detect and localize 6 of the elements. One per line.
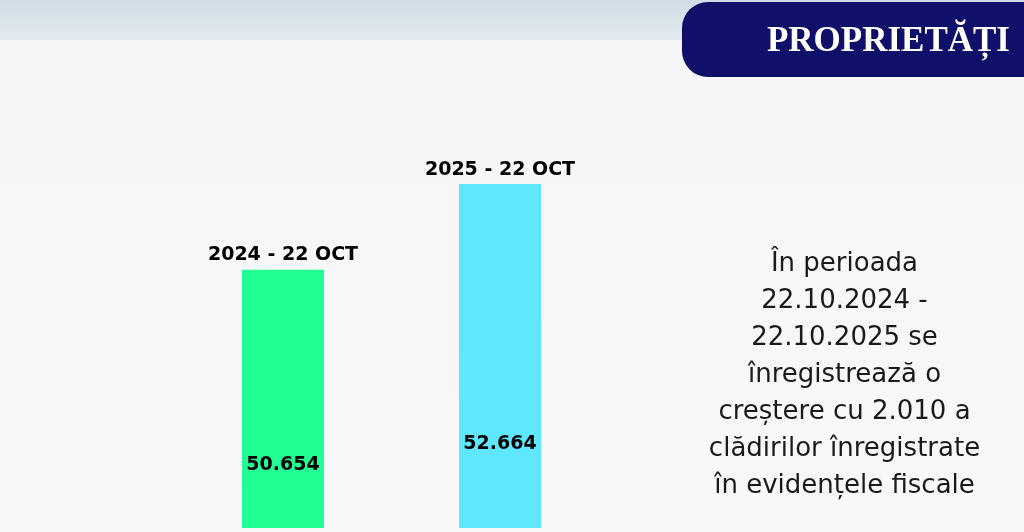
data-label: 50.654 — [246, 452, 320, 475]
title-banner: PROPRIETĂȚI — [682, 2, 1024, 77]
text: În perioada 22.10.2024 - 22.10.2025 se înregistrează o creștere cu 2.010 a clădirilor înregistrate în evidențele fiscale — [707, 245, 982, 502]
data-label: 52.664 — [463, 431, 537, 453]
x-tick-label: 2025 - 22 OCT — [424, 156, 576, 179]
x-tick-label: 2024 - 22 OCT — [207, 242, 359, 265]
